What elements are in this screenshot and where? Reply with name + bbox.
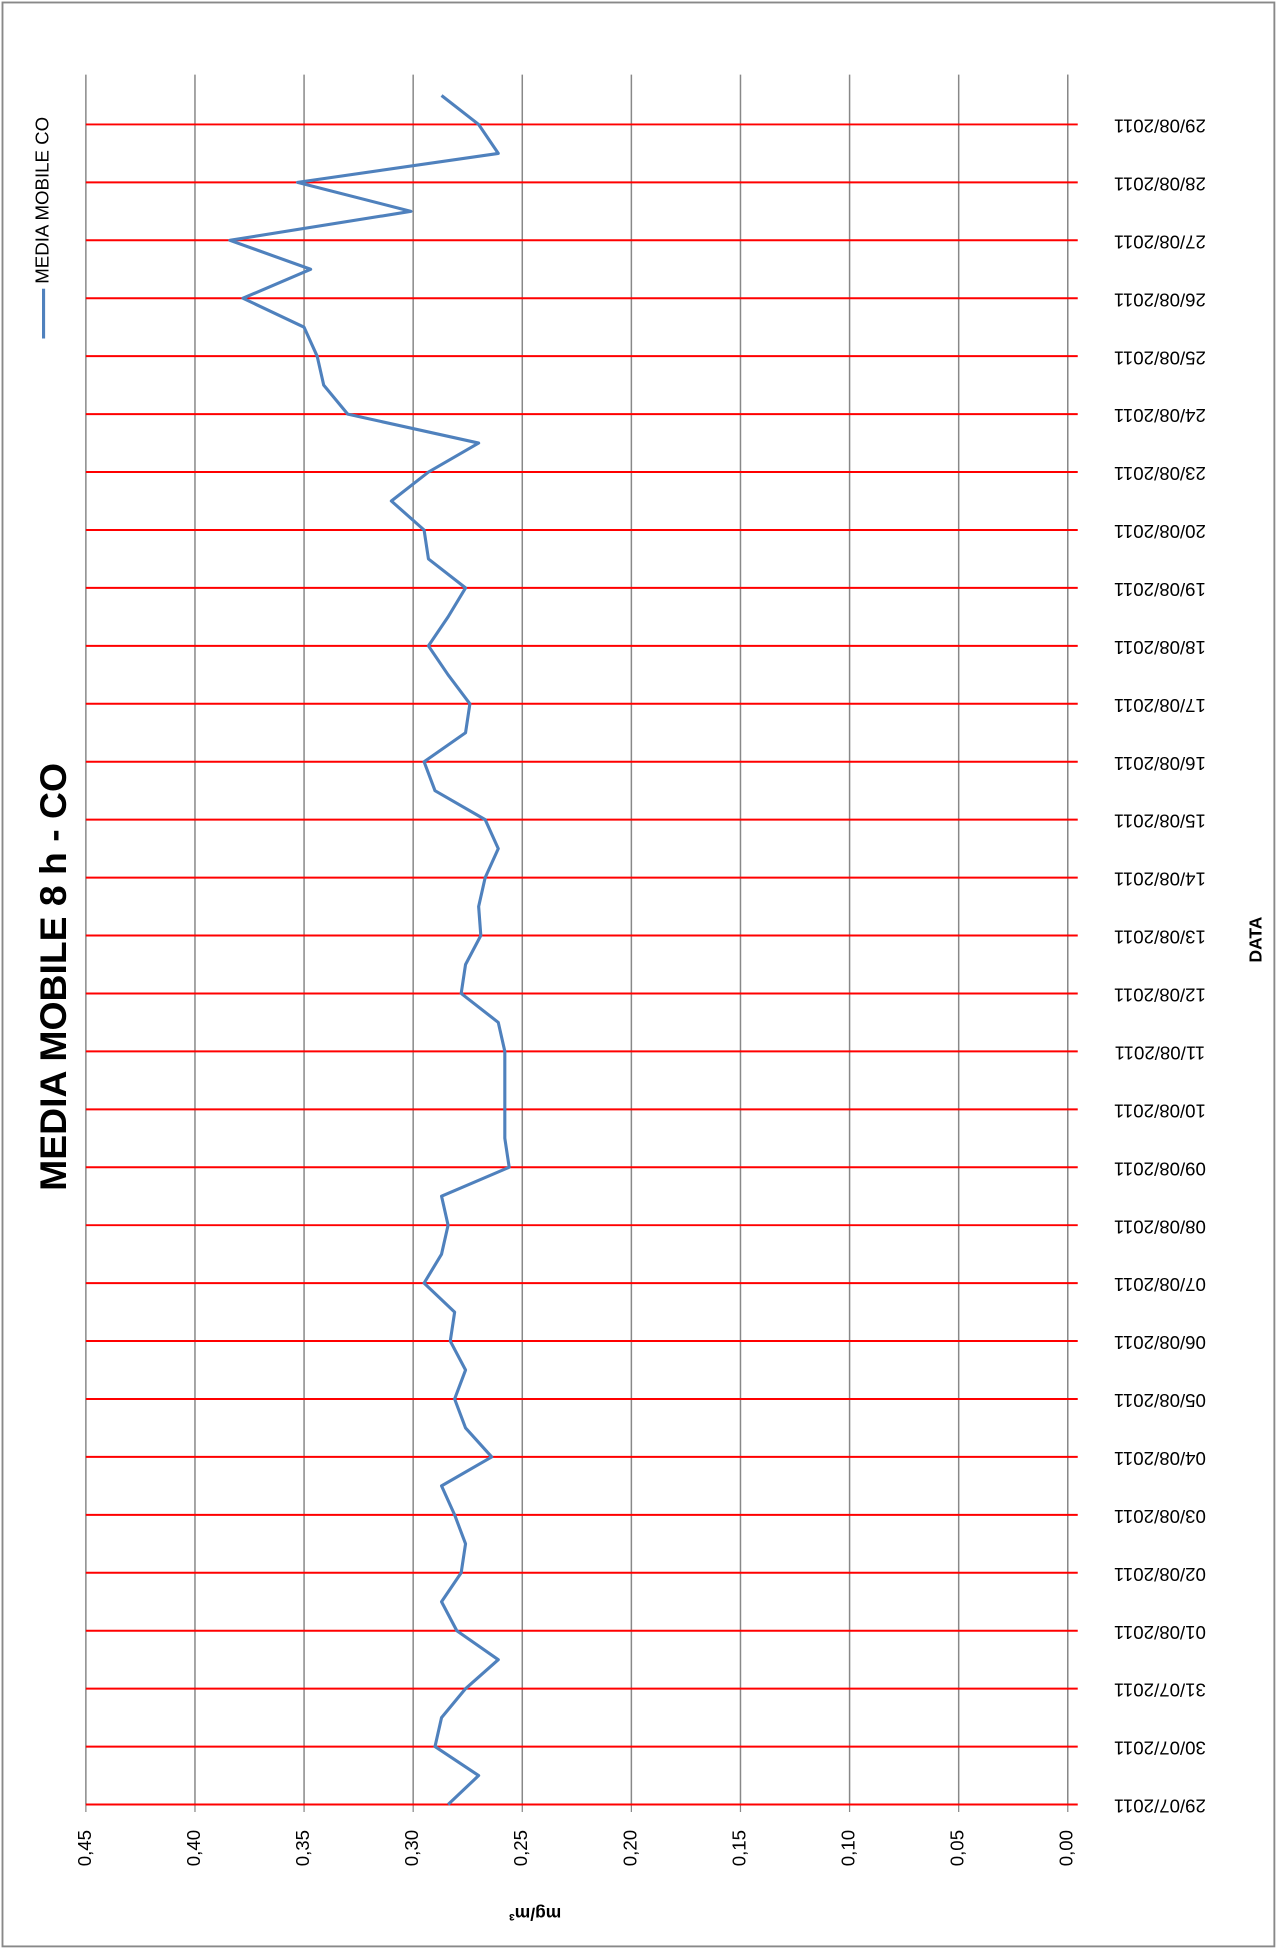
- x-tick-label: 25/08/2011: [1114, 347, 1206, 368]
- x-tick-label: 07/08/2011: [1114, 1274, 1206, 1295]
- line-series: [228, 94, 511, 1806]
- y-tick-label: 0,10: [838, 1830, 859, 1866]
- x-tick-label: 02/08/2011: [1114, 1564, 1206, 1585]
- x-tick-label: 13/08/2011: [1114, 927, 1206, 948]
- x-tick-label: 03/08/2011: [1114, 1506, 1206, 1527]
- x-tick-label: 29/07/2011: [1114, 1796, 1206, 1817]
- x-tick-label: 17/08/2011: [1114, 695, 1206, 716]
- y-tick-label: 0,45: [74, 1830, 95, 1866]
- x-tick-label: 19/08/2011: [1114, 579, 1206, 600]
- legend-label: MEDIA MOBILE CO: [31, 117, 52, 284]
- y-tick-label: 0,20: [619, 1830, 640, 1866]
- x-tick-label: 09/08/2011: [1114, 1158, 1206, 1179]
- x-tick-label: 27/08/2011: [1114, 231, 1206, 252]
- y-tick-label: 0,00: [1056, 1830, 1077, 1866]
- y-tick-label: 0,05: [947, 1830, 968, 1866]
- x-tick-label: 23/08/2011: [1114, 463, 1206, 484]
- x-tick-label: 20/08/2011: [1114, 521, 1206, 542]
- x-tick-label: 05/08/2011: [1114, 1390, 1206, 1411]
- x-tick-label: 30/07/2011: [1114, 1738, 1206, 1759]
- x-tick-label: 04/08/2011: [1114, 1448, 1206, 1469]
- y-tick-label: 0,25: [510, 1830, 531, 1866]
- y-tick-label: 0,30: [401, 1830, 422, 1866]
- x-tick-label: 11/08/2011: [1115, 1042, 1206, 1063]
- x-tick-label: 28/08/2011: [1114, 173, 1206, 194]
- x-axis-label: DATA: [1246, 916, 1266, 962]
- chart-title: MEDIA MOBILE 8 h - CO: [32, 763, 74, 1191]
- y-axis-label: mg/m³: [509, 1904, 561, 1924]
- y-tick-label: 0,35: [292, 1830, 313, 1866]
- x-tick-label: 18/08/2011: [1114, 637, 1206, 658]
- x-tick-label: 01/08/2011: [1114, 1622, 1206, 1643]
- x-tick-label: 08/08/2011: [1114, 1216, 1206, 1237]
- y-tick-label: 0,40: [183, 1830, 204, 1866]
- x-tick-label: 14/08/2011: [1114, 869, 1206, 890]
- x-tick-label: 26/08/2011: [1114, 289, 1206, 310]
- y-tick-label: 0,15: [728, 1830, 749, 1866]
- x-tick-label: 10/08/2011: [1114, 1100, 1206, 1121]
- x-tick-label: 12/08/2011: [1114, 985, 1206, 1006]
- x-tick-label: 31/07/2011: [1114, 1680, 1206, 1701]
- x-tick-label: 29/08/2011: [1114, 116, 1206, 137]
- x-tick-label: 16/08/2011: [1114, 753, 1206, 774]
- x-tick-label: 24/08/2011: [1114, 405, 1206, 426]
- x-tick-label: 06/08/2011: [1114, 1332, 1206, 1353]
- x-tick-label: 15/08/2011: [1114, 811, 1206, 832]
